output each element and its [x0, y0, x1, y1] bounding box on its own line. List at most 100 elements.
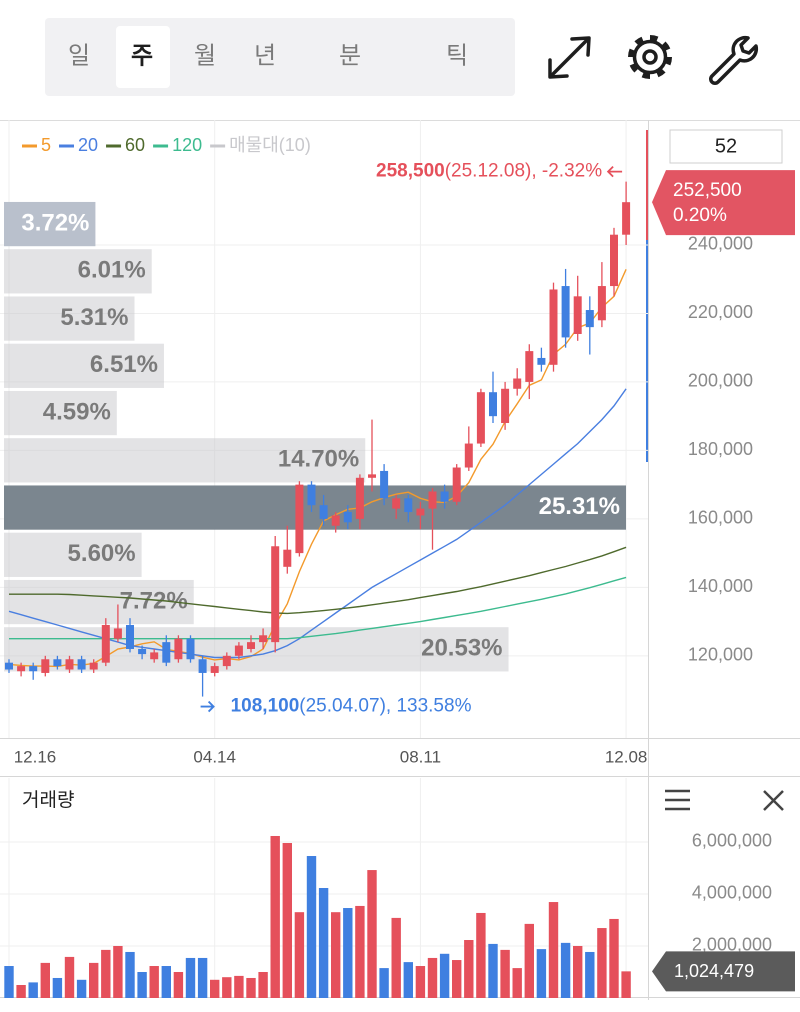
candle-body — [525, 351, 534, 382]
candle-body — [17, 666, 26, 672]
candle-body — [464, 443, 473, 468]
volume-bar — [270, 835, 280, 998]
tab[interactable]: 년 — [254, 42, 276, 69]
menu-icon[interactable] — [665, 789, 690, 811]
volume-bar — [149, 966, 159, 998]
close-icon[interactable] — [763, 790, 784, 811]
candle-body — [186, 638, 195, 660]
candle-body — [319, 505, 328, 519]
volume-bar — [16, 984, 26, 998]
volume-bar — [76, 979, 87, 998]
expand-head — [570, 36, 591, 57]
volume-bar — [4, 966, 14, 998]
min-annotation-arrow — [200, 700, 215, 713]
y-tick-label: 120,000 — [688, 645, 753, 665]
expand-icon[interactable] — [548, 36, 591, 79]
volume-bar — [222, 977, 232, 998]
volume-bar — [488, 943, 498, 998]
tab[interactable]: 분 — [339, 42, 361, 69]
volume-bar — [427, 957, 438, 998]
candle-body — [404, 498, 413, 513]
current-volume-label: 1,024,479 — [674, 961, 754, 981]
volume-profile-bar — [4, 296, 135, 341]
tab-selected-bg — [116, 26, 170, 88]
candle-body — [610, 234, 618, 287]
volume-bar — [573, 945, 583, 998]
max-annotation-arrow — [606, 165, 623, 178]
candle-body — [113, 628, 122, 639]
tab[interactable]: 일 — [68, 42, 90, 69]
candle-body — [585, 310, 594, 328]
min-annotation-detail: (25.04.07), 133.58% — [299, 696, 471, 717]
volume-bar — [318, 888, 329, 998]
tab[interactable]: 주 — [131, 42, 153, 69]
volume-bar — [500, 949, 510, 998]
y-tick-label: 160,000 — [688, 508, 753, 528]
candle-body — [53, 659, 62, 667]
candle-body — [234, 645, 243, 656]
candle-body — [452, 467, 461, 502]
candle-body — [259, 635, 268, 643]
volume-bar — [476, 912, 486, 998]
candle-body — [198, 659, 207, 673]
max-annotation-value: 258,500 — [376, 161, 445, 182]
max-annotation: 258,500(25.12.08), -2.32% — [376, 161, 602, 182]
y-tick-label: 6,000,000 — [692, 831, 772, 851]
x-tick-label: 12.16 — [14, 747, 57, 766]
candle-body — [65, 659, 74, 670]
tab[interactable]: 틱 — [446, 42, 468, 69]
candle-body — [89, 662, 98, 670]
volume-bar — [185, 957, 196, 998]
volume-profile-label: 3.72% — [21, 209, 89, 236]
volume-bar — [137, 971, 147, 998]
volume-bar — [64, 956, 75, 998]
tab[interactable]: 월 — [194, 42, 216, 69]
legend-label: 60 — [125, 135, 145, 155]
moving-average-line — [8, 269, 627, 668]
current-price-change: 0.20% — [673, 205, 727, 226]
x-tick-label: 12.08 — [605, 747, 648, 766]
settings-icon[interactable] — [628, 35, 672, 79]
volume-bar — [101, 949, 111, 998]
candle-body — [343, 512, 352, 523]
volume-profile-label: 6.51% — [90, 351, 158, 378]
candle-body — [368, 474, 376, 478]
candle-body — [537, 357, 546, 365]
y-tick-label: 240,000 — [688, 234, 753, 254]
volume-bar — [452, 960, 462, 998]
x-tick-label: 08.11 — [400, 747, 441, 766]
current-volume-tag — [652, 951, 795, 992]
candle-body — [283, 549, 292, 567]
tab-bar — [45, 18, 515, 96]
volume-bar — [355, 905, 365, 998]
volume-bar — [282, 843, 292, 998]
candle-body — [549, 289, 558, 365]
volume-profile-label: 20.53% — [421, 635, 502, 662]
gear-ring — [632, 39, 668, 75]
volume-profile-label: 5.60% — [68, 540, 136, 567]
current-price-label: 252,500 — [673, 180, 742, 201]
max-annotation-detail: (25.12.08), -2.32% — [445, 161, 602, 182]
volume-bar — [306, 856, 317, 998]
volume-profile-label: 7.72% — [120, 587, 188, 614]
x-tick-label: 04.14 — [193, 747, 236, 766]
tools-icon[interactable] — [709, 35, 759, 85]
legend-label: 5 — [41, 135, 51, 155]
candle-body — [222, 655, 231, 667]
volume-bar — [161, 966, 171, 998]
min-annotation: 108,100(25.04.07), 133.58% — [231, 696, 472, 717]
volume-profile-bar — [4, 438, 366, 483]
period-input[interactable] — [669, 129, 783, 164]
volume-bar — [548, 902, 559, 998]
y-tick-label: 180,000 — [688, 439, 753, 459]
y-tick-label: 140,000 — [688, 576, 753, 596]
volume-bar — [597, 928, 607, 998]
volume-bar — [258, 971, 268, 998]
volume-bar — [89, 962, 99, 998]
candle-body — [597, 286, 606, 321]
candle-body — [307, 484, 316, 506]
candle-body — [476, 392, 485, 444]
candle-body — [77, 659, 86, 670]
